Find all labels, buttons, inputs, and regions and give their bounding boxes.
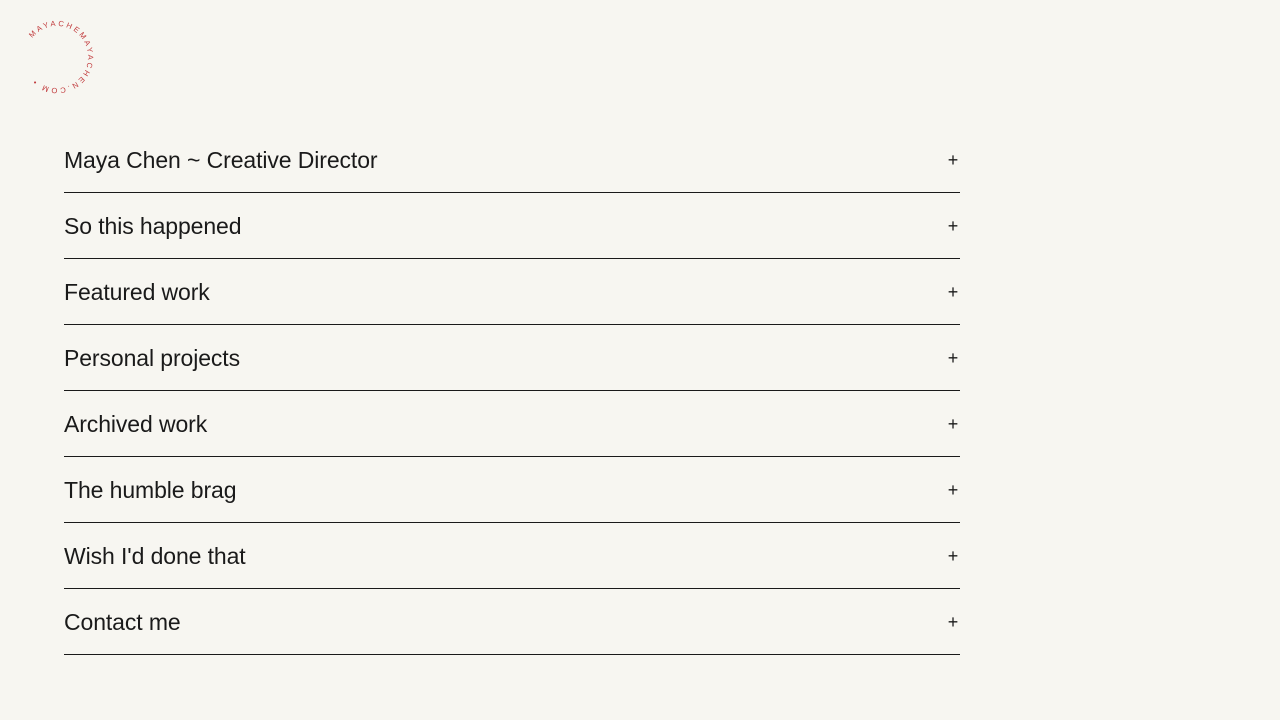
accordion-item-personal-projects[interactable]: Personal projects + <box>64 325 960 391</box>
accordion-item-humble-brag[interactable]: The humble brag + <box>64 457 960 523</box>
accordion-item-about[interactable]: Maya Chen ~ Creative Director + <box>64 127 960 193</box>
circular-logo[interactable]: MAYACHEMAYACHEN.COM • <box>14 14 100 100</box>
accordion-label: Contact me <box>64 609 181 635</box>
plus-icon[interactable]: + <box>947 612 959 632</box>
plus-icon[interactable]: + <box>947 480 959 500</box>
accordion-label: So this happened <box>64 213 242 239</box>
accordion-item-archived-work[interactable]: Archived work + <box>64 391 960 457</box>
plus-icon[interactable]: + <box>947 282 959 302</box>
accordion-item-featured-work[interactable]: Featured work + <box>64 259 960 325</box>
accordion-label: Personal projects <box>64 345 240 371</box>
accordion-item-so-this-happened[interactable]: So this happened + <box>64 193 960 259</box>
logo-text: MAYACHEMAYACHEN.COM • <box>27 19 95 95</box>
accordion-label: Maya Chen ~ Creative Director <box>64 147 378 173</box>
accordion-item-contact-me[interactable]: Contact me + <box>64 589 960 655</box>
accordion-item-wish-id-done-that[interactable]: Wish I'd done that + <box>64 523 960 589</box>
accordion-label: Archived work <box>64 411 208 437</box>
plus-icon[interactable]: + <box>947 546 959 566</box>
accordion-label: The humble brag <box>64 477 237 503</box>
accordion-label: Featured work <box>64 279 210 305</box>
accordion-menu: Maya Chen ~ Creative Director + So this h… <box>64 127 960 655</box>
plus-icon[interactable]: + <box>947 414 959 434</box>
plus-icon[interactable]: + <box>947 216 959 236</box>
plus-icon[interactable]: + <box>947 150 959 170</box>
accordion-label: Wish I'd done that <box>64 543 246 569</box>
plus-icon[interactable]: + <box>947 348 959 368</box>
